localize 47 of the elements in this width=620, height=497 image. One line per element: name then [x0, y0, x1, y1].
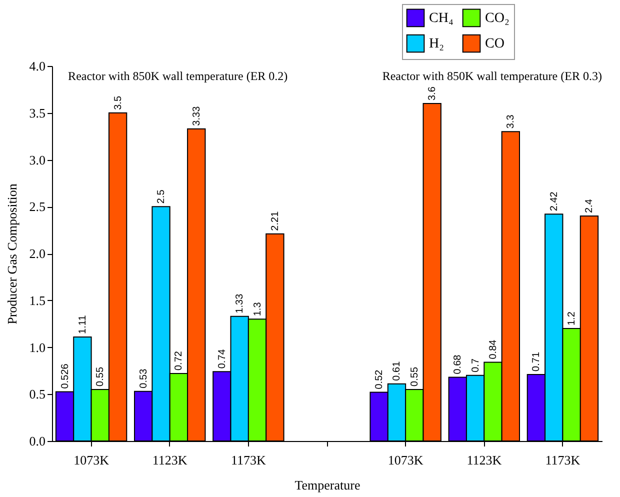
- data-label: 0.84: [488, 339, 499, 360]
- data-label: 2.4: [584, 198, 596, 213]
- x-tick-label: 1173K: [230, 452, 266, 468]
- data-label: 3.3: [506, 114, 517, 129]
- data-label: 2.42: [548, 191, 560, 212]
- annotation: Reactor with 850K wall temperature (ER 0.2): [68, 69, 288, 83]
- y-tick-label: 0.0: [29, 434, 46, 448]
- data-label: 1.11: [77, 314, 88, 334]
- x-tick-label: 1123K: [152, 452, 188, 468]
- data-label: 1.3: [252, 302, 264, 316]
- data-label: 3.5: [112, 96, 124, 110]
- x-tick-label: 1173K: [545, 452, 581, 468]
- data-label: 3.6: [427, 86, 438, 100]
- y-axis-title: Producer Gas Composition: [4, 183, 20, 324]
- data-label: 0.68: [452, 354, 464, 374]
- data-label: 1.2: [566, 311, 578, 326]
- x-tick-label: 1123K: [466, 452, 502, 468]
- data-label: 3.33: [191, 106, 202, 126]
- annotation: Reactor with 850K wall temperature (ER 0.3): [382, 69, 602, 83]
- data-label: 0.55: [95, 366, 106, 386]
- data-label: 0.55: [409, 366, 420, 386]
- y-tick-label: 3.0: [29, 152, 46, 168]
- data-label: 0.71: [531, 352, 542, 372]
- x-tick-label: 1073K: [388, 452, 424, 468]
- y-tick-label: 4.0: [29, 58, 46, 74]
- data-label: 0.7: [470, 358, 482, 372]
- x-axis-title: Temperature: [294, 478, 360, 492]
- data-label: 0.526: [60, 363, 71, 389]
- data-label: 0.52: [374, 369, 386, 390]
- y-tick-label: 1.5: [29, 292, 46, 308]
- data-label: 0.72: [174, 350, 185, 370]
- data-label: 0.61: [392, 360, 403, 381]
- legend-label: CO: [485, 36, 504, 52]
- data-label: 0.53: [138, 368, 150, 388]
- y-tick-label: 1.0: [29, 340, 46, 355]
- legend-label: CO₂: [485, 10, 510, 26]
- y-tick-label: 0.5: [29, 386, 46, 402]
- y-tick-label: 3.5: [29, 105, 46, 120]
- x-tick-label: 1073K: [74, 452, 110, 468]
- y-tick-label: 2.0: [29, 246, 46, 261]
- data-label: 2.21: [270, 210, 281, 231]
- data-label: 2.5: [156, 189, 168, 204]
- legend-label: H₂: [429, 36, 444, 52]
- legend-label: CH₄: [429, 10, 454, 26]
- data-label: 1.33: [234, 293, 246, 314]
- y-tick-label: 2.5: [29, 199, 46, 214]
- data-label: 0.74: [216, 348, 228, 369]
